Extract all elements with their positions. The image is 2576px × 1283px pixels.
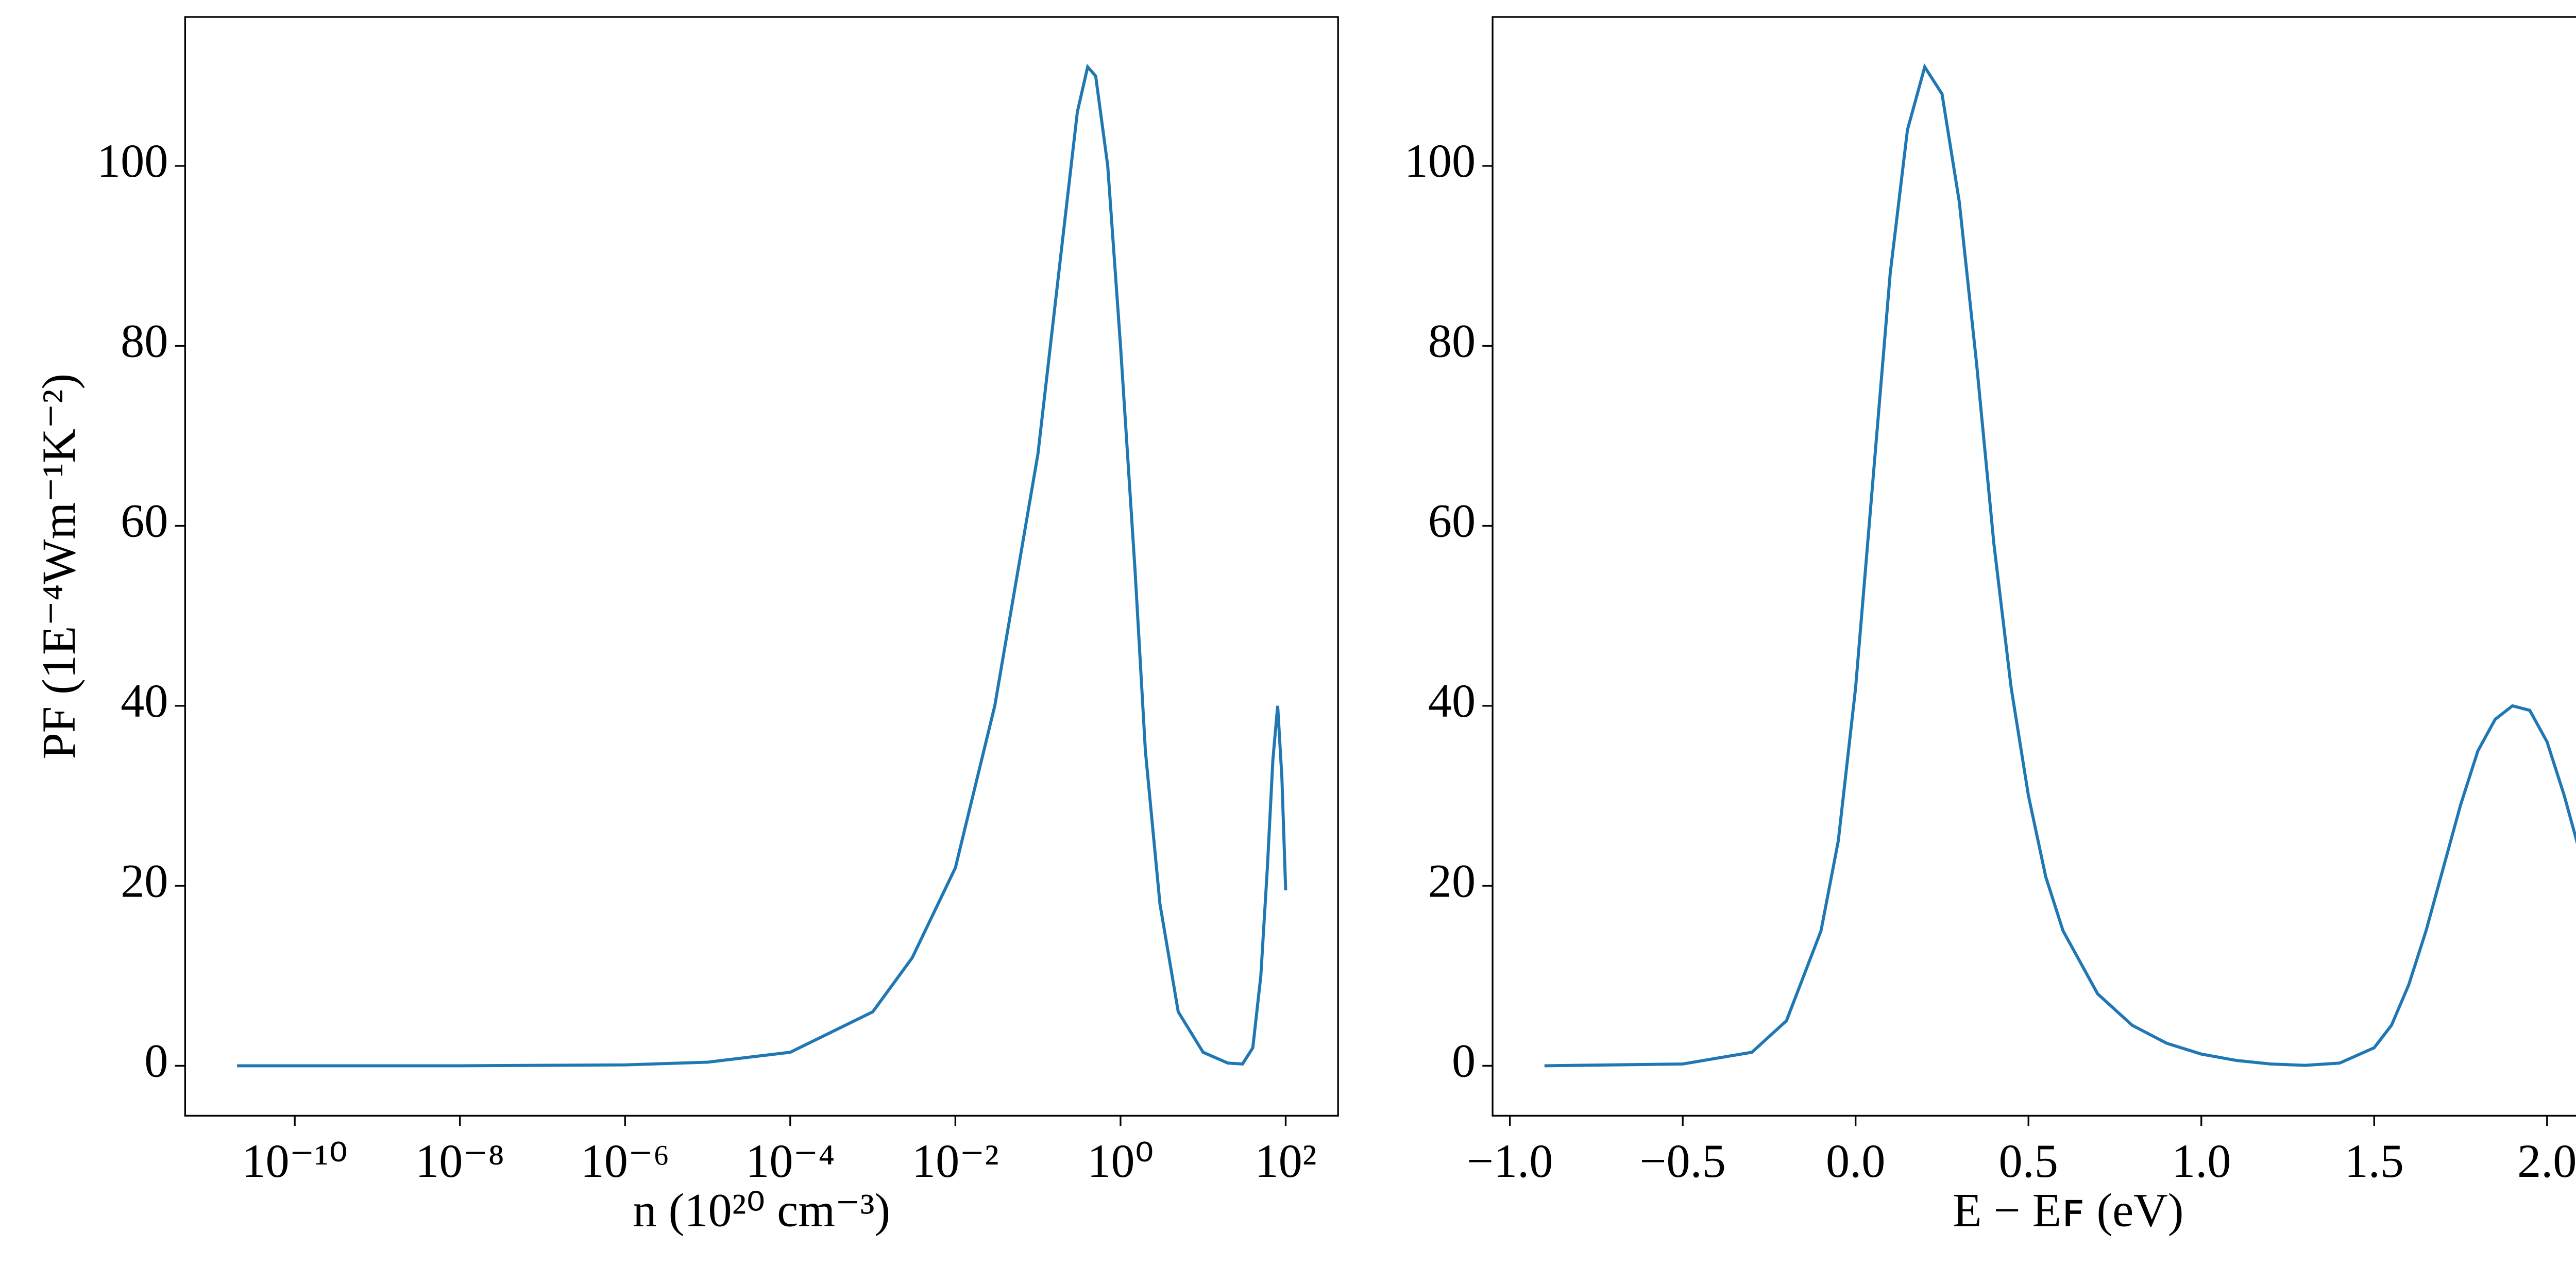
y-tick-label: 20: [1428, 854, 1476, 907]
x-tick-label: 10⁻⁸: [415, 1135, 504, 1187]
x-axis-label: E − Eꜰ (eV): [1953, 1184, 2183, 1237]
plot-frame: [1492, 16, 2576, 1117]
y-tick-label: 100: [1404, 134, 1476, 187]
line: [1544, 63, 2576, 1068]
y-axis-label: PF (1E⁻⁴Wm⁻¹K⁻²): [32, 374, 85, 759]
x-tick-label: 2.0: [2517, 1135, 2576, 1187]
x-tick-label: 1.5: [2345, 1135, 2404, 1187]
x-axis-label: n (10²⁰ cm⁻³): [633, 1184, 890, 1237]
y-tick-label: 60: [1428, 495, 1476, 547]
y-tick-label: 40: [1428, 674, 1476, 727]
x-tick-label: 10⁻²: [912, 1135, 999, 1187]
y-tick-label: 80: [1428, 314, 1476, 367]
x-tick-label: 10⁻¹⁰: [242, 1135, 348, 1187]
x-tick-label: 0.0: [1826, 1135, 1885, 1187]
y-tick-label: 80: [121, 314, 168, 367]
y-tick-label: 0: [144, 1035, 168, 1087]
y-tick-label: 40: [121, 674, 168, 727]
y-tick-label: 20: [121, 854, 168, 907]
x-tick-label: 10²: [1255, 1135, 1317, 1187]
x-tick-label: 1.0: [2172, 1135, 2231, 1187]
x-tick-label: 10⁻⁴: [745, 1135, 835, 1187]
x-tick-label: −0.5: [1639, 1135, 1725, 1187]
y-tick-label: 100: [97, 134, 168, 187]
x-tick-label: 10⁰: [1087, 1135, 1154, 1187]
y-tick-label: 60: [121, 495, 168, 547]
plot-frame: [184, 16, 1339, 1117]
x-tick-label: 0.5: [1999, 1135, 2058, 1187]
line: [237, 63, 1287, 1068]
x-tick-label: 10⁻⁶: [581, 1135, 670, 1187]
y-tick-label: 0: [1452, 1035, 1476, 1087]
x-tick-label: −1.0: [1467, 1135, 1553, 1187]
